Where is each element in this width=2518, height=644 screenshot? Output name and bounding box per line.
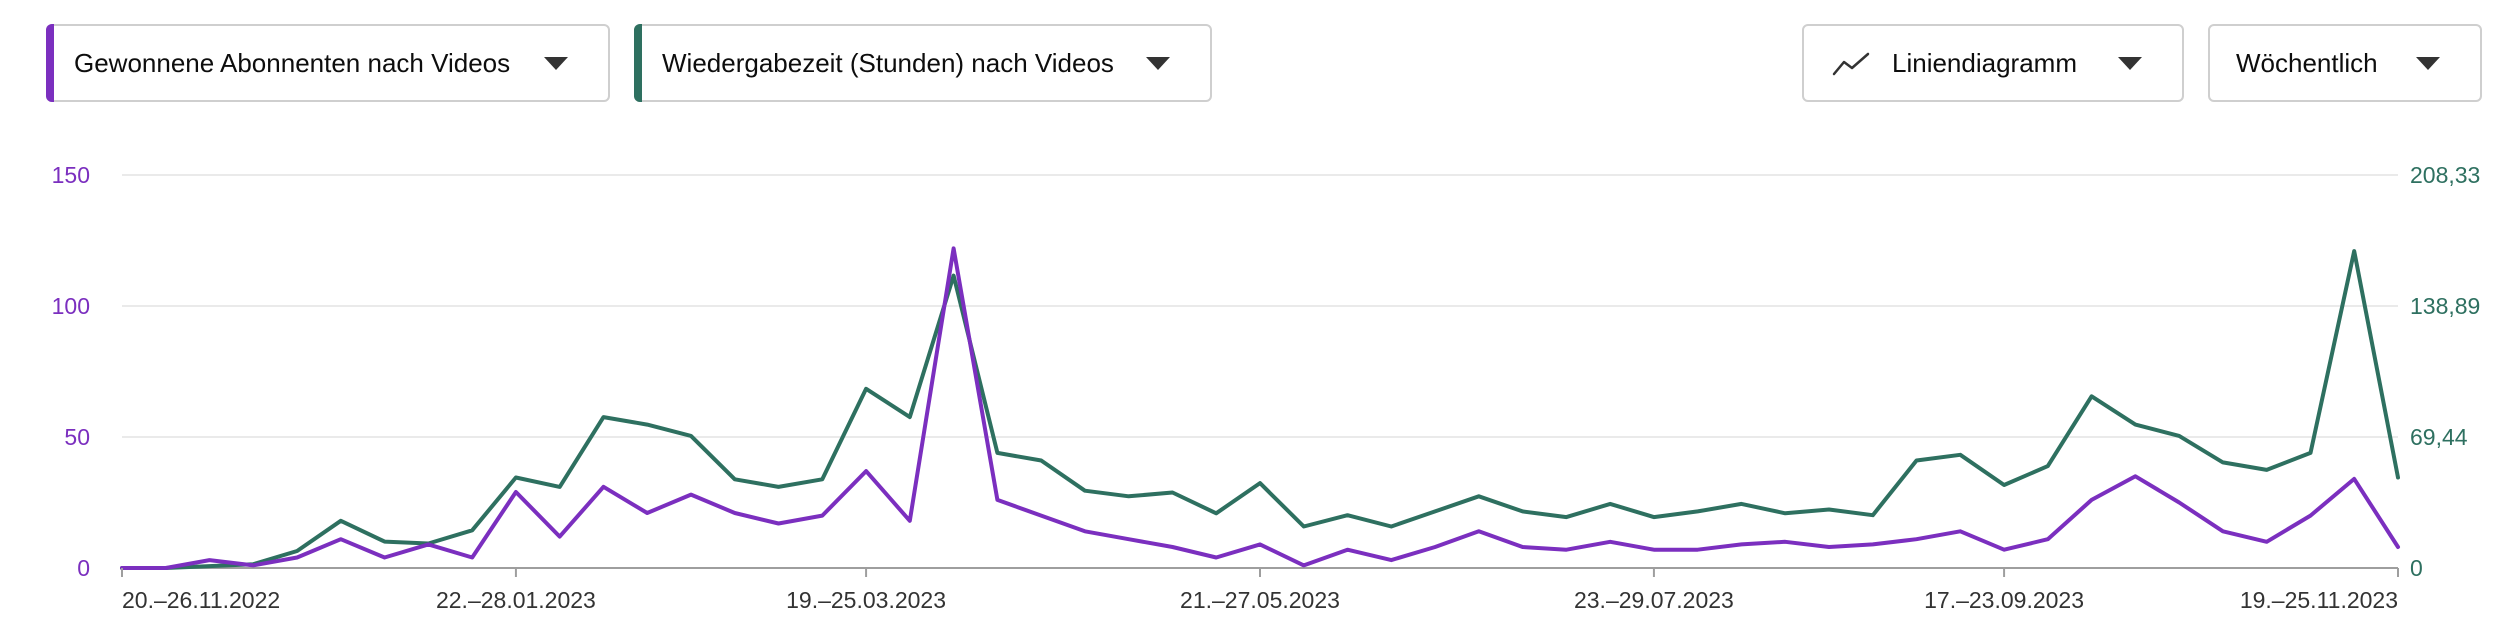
chevron-down-icon [2118, 57, 2142, 70]
period-label: Wöchentlich [2236, 47, 2378, 78]
chevron-down-icon [1146, 57, 1170, 70]
metric-color-swatch [46, 24, 54, 102]
x-axis: 20.–26.11.2022 22.–28.01.2023 19.–25.03.20… [121, 568, 2399, 613]
y-right-tick-label: 208,33 [2410, 162, 2480, 188]
x-tick-label: 23.–29.07.2023 [1574, 587, 1734, 613]
metric-selector-label: Gewonnene Abonnenten nach Videos [74, 47, 511, 78]
x-tick-label: 22.–28.01.2023 [436, 587, 596, 613]
y-left-tick-label: 150 [52, 162, 90, 188]
chart-type-selector[interactable]: Liniendiagramm [1802, 24, 2184, 102]
line-chart-icon [1832, 52, 1870, 76]
metric-selector-subscribers[interactable]: Gewonnene Abonnenten nach Videos [46, 24, 610, 102]
line-chart: 0 50 100 150 0 69,44 138,89 208,33 20.–26.11.2… [52, 162, 2481, 613]
chart-gridlines [122, 174, 2398, 569]
series-line-watchtime[interactable] [120, 249, 2400, 570]
x-tick-label: 19.–25.11.2023 [2240, 587, 2398, 613]
x-tick-label: 21.–27.05.2023 [1180, 587, 1340, 613]
y-right-tick-label: 0 [2410, 555, 2423, 581]
metric-selector-label: Wiedergabezeit (Stunden) nach Videos [662, 47, 1114, 78]
metric-selector-watchtime[interactable]: Wiedergabezeit (Stunden) nach Videos [634, 24, 1212, 102]
chevron-down-icon [544, 57, 568, 70]
y-right-tick-label: 69,44 [2410, 424, 2468, 450]
chart-series[interactable] [120, 246, 2400, 570]
y-left-tick-label: 0 [77, 555, 90, 581]
y-right-tick-label: 138,89 [2410, 293, 2480, 319]
y-left-tick-label: 100 [52, 293, 90, 319]
y-left-tick-label: 50 [64, 424, 90, 450]
series-line-subscribers[interactable] [120, 246, 2400, 570]
y-axis-left: 0 50 100 150 [52, 162, 90, 581]
x-tick-label: 19.–25.03.2023 [786, 587, 946, 613]
y-axis-right: 0 69,44 138,89 208,33 [2410, 162, 2480, 581]
x-tick-label: 17.–23.09.2023 [1924, 587, 2084, 613]
metric-color-swatch [634, 24, 642, 102]
chevron-down-icon [2416, 57, 2440, 70]
x-tick-label: 20.–26.11.2022 [122, 587, 280, 613]
period-selector[interactable]: Wöchentlich [2208, 24, 2482, 102]
chart-type-label: Liniendiagramm [1892, 47, 2077, 78]
